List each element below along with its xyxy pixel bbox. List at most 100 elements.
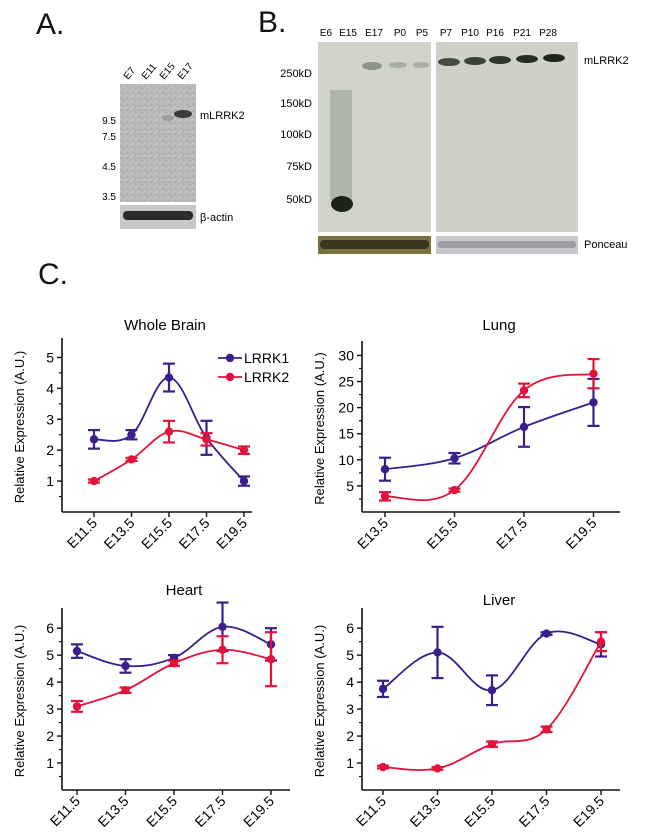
- y-tick-label: 6: [346, 620, 354, 636]
- series-lrrk2: [377, 631, 607, 773]
- panel-label-b: B.: [258, 6, 287, 39]
- y-tick-label: 5: [346, 647, 354, 663]
- blot-b-marker-label: 150kD: [280, 98, 312, 110]
- data-point: [487, 686, 497, 695]
- blot-b-e15-band: [331, 196, 353, 212]
- x-tick-label: E13.5: [354, 515, 391, 552]
- data-point: [121, 686, 130, 695]
- y-tick-label: 1: [346, 755, 354, 771]
- blot-b-membrane-right: [436, 42, 578, 232]
- blot-b-loading-label: Ponceau: [584, 239, 627, 251]
- blot-b-lane-label: E6: [320, 28, 333, 39]
- y-tick-label: 4: [46, 674, 54, 690]
- data-point: [121, 661, 130, 671]
- data-point: [164, 427, 174, 436]
- y-tick-label: 20: [338, 400, 354, 416]
- blot-b-e15-smear: [330, 90, 352, 200]
- series-line: [384, 401, 594, 471]
- panel-label-c: C.: [38, 258, 68, 291]
- legend: LRRK1 LRRK2: [218, 350, 289, 385]
- data-point: [433, 648, 442, 657]
- x-tick-label: E19.5: [240, 793, 277, 830]
- blot-b-band-label: mLRRK2: [584, 55, 629, 67]
- data-point: [169, 659, 179, 668]
- legend-label: LRRK2: [244, 369, 289, 385]
- blot-b-lane-label: P21: [513, 28, 531, 39]
- blot-a-band-e17: [174, 110, 192, 118]
- data-point: [378, 684, 388, 694]
- data-point: [218, 622, 227, 632]
- series-lrrk2: [379, 357, 600, 502]
- x-tick-label: E19.5: [213, 515, 250, 552]
- y-tick-label: 10: [338, 452, 354, 468]
- data-point: [519, 386, 529, 395]
- series-lrrk2: [71, 631, 277, 713]
- data-point: [266, 654, 276, 664]
- y-axis-label: Relative Expression (A.U.): [312, 352, 327, 504]
- chart-title: Liver: [483, 592, 516, 609]
- y-tick-label: 30: [338, 347, 354, 363]
- y-tick-label: 4: [346, 674, 354, 690]
- legend-swatch-marker: [225, 353, 235, 363]
- data-point: [433, 764, 442, 773]
- y-tick-label: 3: [46, 411, 54, 427]
- blot-b-lane-label: P7: [440, 28, 453, 39]
- data-point: [127, 430, 136, 439]
- blot-a-marker-label: 3.5: [102, 192, 116, 203]
- y-tick-label: 5: [346, 478, 354, 494]
- series-line: [384, 372, 594, 502]
- chart-title: Heart: [166, 582, 204, 599]
- data-point: [589, 369, 598, 378]
- x-tick-label: E13.5: [406, 793, 443, 830]
- blot-b-marker-label: 75kD: [286, 161, 312, 173]
- series-lrrk1: [379, 377, 600, 482]
- data-point: [589, 398, 598, 407]
- chart-lung: Lung Relative Expression (A.U.) 5 10 15 20 25 3…: [312, 317, 620, 552]
- x-tick-label: E13.5: [94, 793, 131, 830]
- blot-a-band-e15: [162, 115, 174, 121]
- y-tick-label: 3: [46, 701, 54, 717]
- x-tick-label: E15.5: [423, 515, 460, 552]
- data-point: [164, 373, 174, 382]
- y-tick-label: 4: [46, 380, 54, 396]
- data-point: [487, 739, 497, 749]
- data-point: [380, 492, 390, 501]
- blot-a-marker-label: 9.5: [102, 116, 116, 127]
- legend-swatch-marker: [225, 372, 235, 382]
- y-tick-label: 1: [46, 473, 54, 489]
- x-tick-label: E15.5: [138, 515, 175, 552]
- y-tick-label: 2: [46, 442, 54, 458]
- x-tick-label: E13.5: [100, 515, 137, 552]
- x-tick-label: E11.5: [47, 793, 84, 830]
- chart-title: Lung: [482, 317, 515, 334]
- blot-a-loading-label: β-actin: [200, 212, 233, 224]
- data-point: [450, 454, 459, 463]
- blot-b-lane-label: P5: [416, 28, 429, 39]
- blot-a-membrane: [120, 84, 196, 202]
- series-line: [382, 641, 602, 771]
- blot-b-lane-label: P28: [539, 28, 557, 39]
- y-tick-label: 5: [46, 647, 54, 663]
- y-tick-label: 2: [46, 728, 54, 744]
- series-lrrk1: [377, 625, 607, 707]
- x-tick-label: E19.5: [562, 515, 599, 552]
- panel-label-a: A.: [36, 8, 65, 41]
- x-tick-label: E17.5: [175, 515, 212, 552]
- blot-a-marker-label: 7.5: [102, 132, 116, 143]
- data-point: [72, 702, 82, 711]
- x-tick-label: E11.5: [64, 515, 101, 552]
- y-axis-label: Relative Expression (A.U.): [312, 625, 327, 777]
- chart-heart: Heart Relative Expression (A.U.) 1 2 3 4 5 6 E11…: [12, 582, 290, 830]
- y-axis-label: Relative Expression (A.U.): [12, 351, 27, 503]
- y-tick-label: 1: [46, 755, 54, 771]
- x-tick-label: E11.5: [353, 793, 390, 830]
- blot-a-band-label: mLRRK2: [200, 110, 245, 122]
- data-point: [450, 485, 459, 495]
- data-point: [596, 637, 606, 646]
- data-point: [519, 422, 529, 432]
- data-point: [542, 629, 551, 638]
- data-point: [89, 476, 99, 486]
- chart-liver: Liver Relative Expression (A.U.) 1 2 3 4 5 6 E11…: [312, 592, 620, 830]
- x-tick-label: E15.5: [461, 793, 498, 830]
